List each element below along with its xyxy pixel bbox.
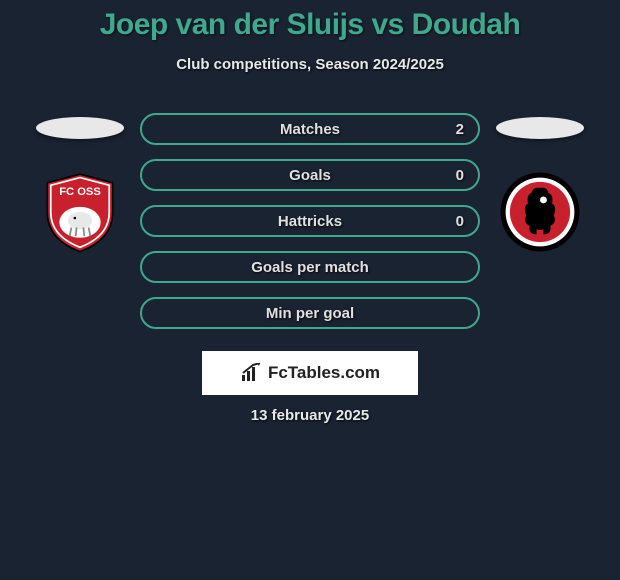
stat-row: Hattricks 0 <box>140 205 480 237</box>
stat-value-right: 2 <box>456 121 464 138</box>
watermark-text: FcTables.com <box>268 363 380 383</box>
fc-oss-badge-icon: FC OSS <box>37 169 123 255</box>
right-club-badge <box>497 169 583 255</box>
stat-label: Goals <box>289 167 331 184</box>
stat-label: Matches <box>280 121 340 138</box>
stat-value-right: 0 <box>456 167 464 184</box>
subtitle: Club competitions, Season 2024/2025 <box>0 56 620 73</box>
stat-label: Min per goal <box>266 305 354 322</box>
stat-label: Hattricks <box>278 213 342 230</box>
bar-chart-icon <box>240 363 264 383</box>
stat-rows: Matches 2 Goals 0 Hattricks 0 Goals per match M… <box>140 113 480 329</box>
right-player-column <box>490 113 590 255</box>
left-player-column: FC OSS <box>30 113 130 255</box>
stat-row: Goals per match <box>140 251 480 283</box>
stat-value-right: 0 <box>456 213 464 230</box>
stat-label: Goals per match <box>251 259 369 276</box>
helmond-badge-icon <box>497 169 583 255</box>
right-player-avatar-placeholder <box>496 117 584 139</box>
stat-row: Matches 2 <box>140 113 480 145</box>
stats-area: FC OSS Matches 2 Goals 0 Hattricks 0 Goals per… <box>0 113 620 329</box>
watermark: FcTables.com <box>202 351 418 395</box>
page-title: Joep van der Sluijs vs Doudah <box>0 8 620 42</box>
comparison-card: Joep van der Sluijs vs Doudah Club compe… <box>0 0 620 424</box>
stat-row: Goals 0 <box>140 159 480 191</box>
date-label: 13 february 2025 <box>0 407 620 424</box>
left-player-avatar-placeholder <box>36 117 124 139</box>
stat-row: Min per goal <box>140 297 480 329</box>
svg-text:FC OSS: FC OSS <box>59 186 101 198</box>
left-club-badge: FC OSS <box>37 169 123 255</box>
